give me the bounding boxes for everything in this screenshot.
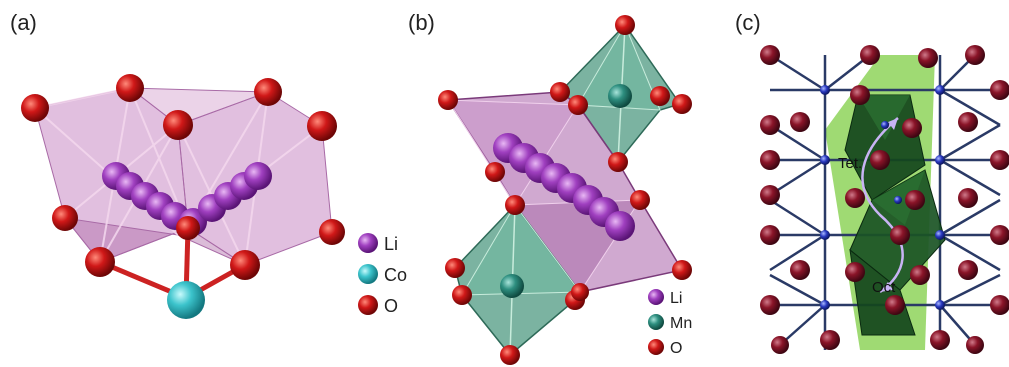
- arrow-head: [888, 118, 898, 130]
- legend-b-mn-marker: [648, 314, 664, 330]
- panel-a-structure: [21, 74, 345, 319]
- legend-b: Li Mn O: [648, 289, 692, 357]
- panel-b-structure: [438, 15, 692, 365]
- o-atoms-a: [21, 74, 345, 280]
- panel-label-a: (a): [10, 10, 37, 35]
- legend-b-o-label: O: [670, 340, 682, 357]
- diffusion-path: [861, 117, 904, 294]
- blue-lattice-nodes: [820, 85, 945, 310]
- dark-o-atoms: [760, 45, 1009, 354]
- arrow-head: [880, 282, 893, 292]
- legend-a-co-label: Co: [384, 265, 407, 285]
- panel-label-c: (c): [735, 10, 761, 35]
- polyhedron-face: [128, 87, 269, 126]
- legend-a: Li Co O: [358, 233, 407, 316]
- mn-atom: [608, 84, 632, 108]
- li-chain-b: [493, 133, 635, 241]
- legend-a-li-label: Li: [384, 234, 398, 254]
- legend-b-mn-label: Mn: [670, 315, 692, 332]
- mn-atom: [500, 274, 524, 298]
- li-chain: [102, 162, 272, 236]
- legend-a-li-marker: [358, 233, 378, 253]
- oct-label: Oct: [872, 279, 896, 296]
- panel-label-b: (b): [408, 10, 435, 35]
- legend-b-li-label: Li: [670, 290, 682, 307]
- co-atom: [167, 281, 205, 319]
- o-atoms-b: [438, 15, 692, 365]
- legend-a-o-marker: [358, 295, 378, 315]
- legend-a-o-label: O: [384, 296, 398, 316]
- panel-c-structure: Tet. Oct: [760, 45, 1009, 354]
- legend-b-li-marker: [648, 289, 664, 305]
- legend-a-co-marker: [358, 264, 378, 284]
- legend-b-o-marker: [648, 339, 664, 355]
- tet-label: Tet.: [838, 155, 862, 172]
